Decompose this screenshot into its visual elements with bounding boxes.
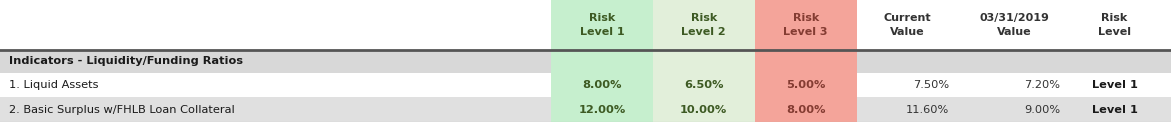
Bar (856, 0, 958, 50)
Text: 12.00%: 12.00% (578, 105, 625, 115)
Text: Risk
Level 3: Risk Level 3 (783, 13, 828, 37)
Bar (958, 0, 1070, 50)
Bar (1070, 97, 1159, 122)
Text: 11.60%: 11.60% (906, 105, 949, 115)
Bar (653, 73, 754, 97)
Text: Risk
Level 1: Risk Level 1 (580, 13, 624, 37)
Text: 8.00%: 8.00% (582, 80, 622, 90)
Text: 9.00%: 9.00% (1025, 105, 1061, 115)
Bar (958, 97, 1070, 122)
Bar (754, 0, 856, 50)
Text: 2. Basic Surplus w/FHLB Loan Collateral: 2. Basic Surplus w/FHLB Loan Collateral (9, 105, 235, 115)
Bar (856, 97, 958, 122)
Bar (958, 73, 1070, 97)
Bar (550, 50, 653, 73)
Text: Risk
Level: Risk Level (1098, 13, 1131, 37)
Bar (0, 0, 1171, 50)
Bar (1070, 73, 1159, 97)
Text: Risk
Level 2: Risk Level 2 (682, 13, 726, 37)
Bar (1070, 0, 1159, 50)
Bar (550, 97, 653, 122)
Bar (754, 97, 856, 122)
Bar (653, 0, 754, 50)
Text: 8.00%: 8.00% (786, 105, 826, 115)
Bar (653, 50, 754, 73)
Text: 6.50%: 6.50% (684, 80, 724, 90)
Bar (550, 0, 653, 50)
Text: Level 1: Level 1 (1091, 105, 1137, 115)
Bar (0, 97, 1171, 122)
Bar (653, 97, 754, 122)
Bar (754, 50, 856, 73)
Text: 10.00%: 10.00% (680, 105, 727, 115)
Text: 1. Liquid Assets: 1. Liquid Assets (9, 80, 98, 90)
Text: Level 1: Level 1 (1091, 80, 1137, 90)
Bar (754, 73, 856, 97)
Bar (0, 73, 1171, 97)
Bar (550, 73, 653, 97)
Text: Indicators - Liquidity/Funding Ratios: Indicators - Liquidity/Funding Ratios (9, 56, 244, 66)
Text: Current
Value: Current Value (884, 13, 931, 37)
Text: 5.00%: 5.00% (786, 80, 826, 90)
Text: 7.50%: 7.50% (913, 80, 949, 90)
Bar (856, 73, 958, 97)
Text: 7.20%: 7.20% (1025, 80, 1061, 90)
Text: 03/31/2019
Value: 03/31/2019 Value (979, 13, 1049, 37)
Bar (0, 50, 1171, 73)
